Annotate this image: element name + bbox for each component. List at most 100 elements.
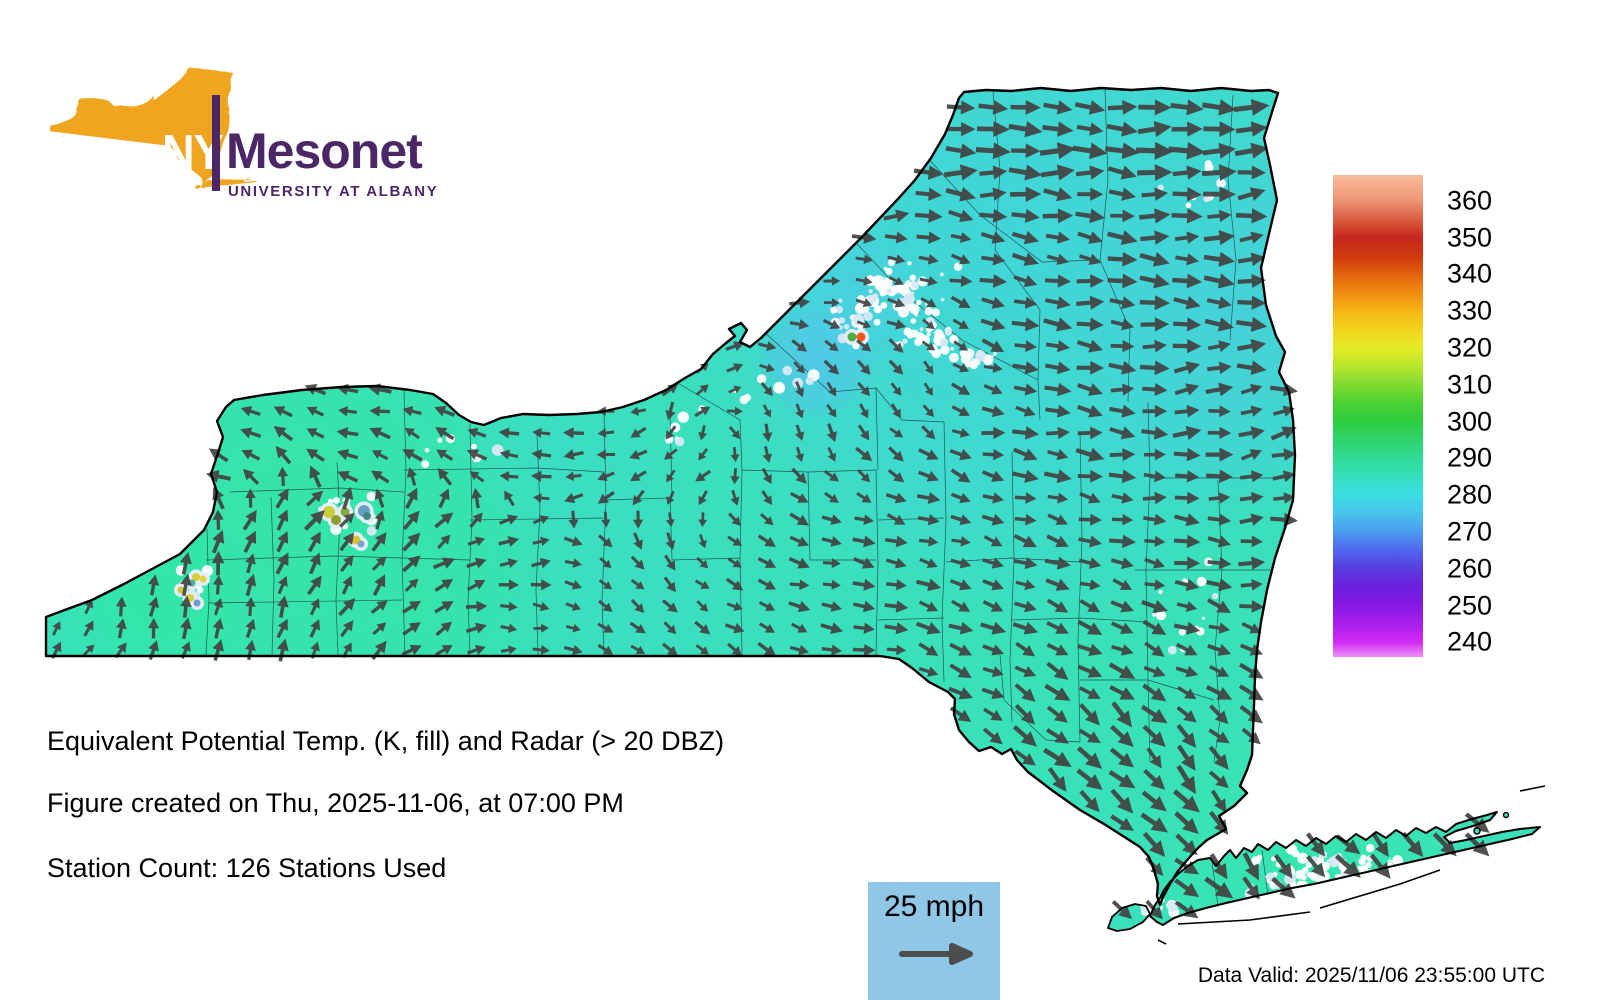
wind-arrow <box>822 558 841 569</box>
wind-arrow <box>1144 557 1166 569</box>
wind-arrow <box>730 489 740 506</box>
wind-arrow <box>212 509 224 530</box>
radar-cell <box>193 599 201 607</box>
county-line <box>403 467 605 473</box>
wind-arrow <box>310 641 320 659</box>
wind-arrow <box>1076 317 1104 332</box>
wind-arrow <box>1207 535 1231 548</box>
wind-arrow <box>1043 100 1073 115</box>
wind-arrow <box>148 617 160 639</box>
wind-arrow <box>306 406 325 417</box>
radar-cell <box>357 540 365 548</box>
wind-arrow <box>1011 252 1039 266</box>
wind-arrow <box>945 186 977 202</box>
radar-echo <box>437 437 443 443</box>
radar-echo <box>1357 882 1361 886</box>
radar-echo <box>897 306 910 318</box>
wind-arrow <box>856 491 872 503</box>
wind-arrow <box>921 340 936 351</box>
wind-arrow <box>921 425 936 440</box>
wind-arrow <box>1039 142 1076 160</box>
wind-arrow <box>276 509 289 531</box>
wind-arrow <box>1107 273 1138 289</box>
wind-arrow <box>980 318 1006 331</box>
wind-arrow <box>1046 253 1069 265</box>
wind-arrow <box>180 551 192 575</box>
barrier-island <box>1519 785 1546 792</box>
wind-arrow <box>1008 164 1043 181</box>
wind-arrow <box>565 602 582 611</box>
wind-arrow <box>1203 273 1235 289</box>
wind-arrow <box>727 535 743 546</box>
wind-arrow <box>1076 746 1103 769</box>
wind-arrow <box>629 621 646 634</box>
wind-arrow <box>1045 404 1071 418</box>
wind-arrow <box>180 595 192 618</box>
nys-mesonet-logo: NYS Mesonet UNIVERSITY AT ALBANY <box>40 30 440 220</box>
wind-arrow <box>1078 535 1102 548</box>
wind-arrow <box>948 621 974 635</box>
wind-arrow <box>950 492 971 504</box>
radar-echo <box>830 306 837 314</box>
wind-arrow <box>789 644 809 656</box>
radar-echo <box>1216 178 1226 189</box>
wind-arrow <box>1109 534 1137 549</box>
county-line <box>603 497 743 656</box>
wind-arrow <box>1077 643 1103 657</box>
wind-arrow <box>1011 230 1039 245</box>
wind-arrow <box>979 208 1008 223</box>
wind-arrow <box>666 469 676 483</box>
wind-arrow <box>1240 383 1263 396</box>
wind-arrow <box>1237 273 1266 289</box>
wind-arrow <box>665 425 677 440</box>
wind-arrow <box>1076 274 1104 288</box>
wind-arrow <box>886 319 907 330</box>
wind-arrow <box>1239 600 1265 613</box>
wind-arrow <box>1207 598 1231 614</box>
wind-arrow <box>435 427 455 441</box>
wind-arrow <box>981 513 1005 526</box>
radar-echo <box>838 317 846 324</box>
wind-arrow <box>949 663 972 679</box>
wind-arrow <box>276 531 289 553</box>
radar-echo <box>873 305 883 314</box>
wind-arrow <box>1239 513 1264 526</box>
wind-arrow <box>1207 556 1232 570</box>
wind-arrow <box>1204 317 1234 332</box>
wind-arrow <box>1076 339 1104 353</box>
islet <box>1473 827 1481 835</box>
wind-arrow <box>498 579 519 591</box>
wind-arrow <box>564 492 584 504</box>
wind-arrow <box>827 446 837 462</box>
wind-arrow <box>885 492 907 504</box>
county-line <box>229 487 405 493</box>
wind-arrow <box>630 406 647 416</box>
wind-arrow <box>630 598 645 614</box>
wind-arrow <box>1206 296 1232 309</box>
radar-echo <box>1155 610 1167 621</box>
wind-arrow <box>563 449 584 461</box>
wind-arrow <box>466 449 488 461</box>
wind-arrow <box>1205 469 1233 484</box>
barrier-island <box>1157 939 1167 945</box>
wind-arrow <box>245 488 256 508</box>
wind-arrow <box>1176 724 1197 748</box>
radar-echo <box>862 305 870 313</box>
wind-arrow <box>1111 644 1134 656</box>
wind-arrow <box>1207 340 1231 353</box>
radar-echo <box>743 393 751 402</box>
wind-arrow <box>695 469 712 482</box>
wind-arrow <box>1079 703 1100 726</box>
wind-arrow <box>374 488 385 508</box>
radar-echo <box>1325 883 1336 895</box>
wind-arrow <box>277 466 289 486</box>
wind-arrow <box>1143 513 1167 526</box>
wind-arrow <box>1108 469 1137 484</box>
radar-echo <box>993 352 997 356</box>
wind-arrow <box>822 319 841 330</box>
colorbar-tick-label: 330 <box>1447 295 1493 326</box>
wind-arrow <box>1206 578 1233 592</box>
wind-arrow <box>979 165 1008 180</box>
radar-echo <box>1365 843 1375 853</box>
wind-arrow <box>1045 426 1070 440</box>
